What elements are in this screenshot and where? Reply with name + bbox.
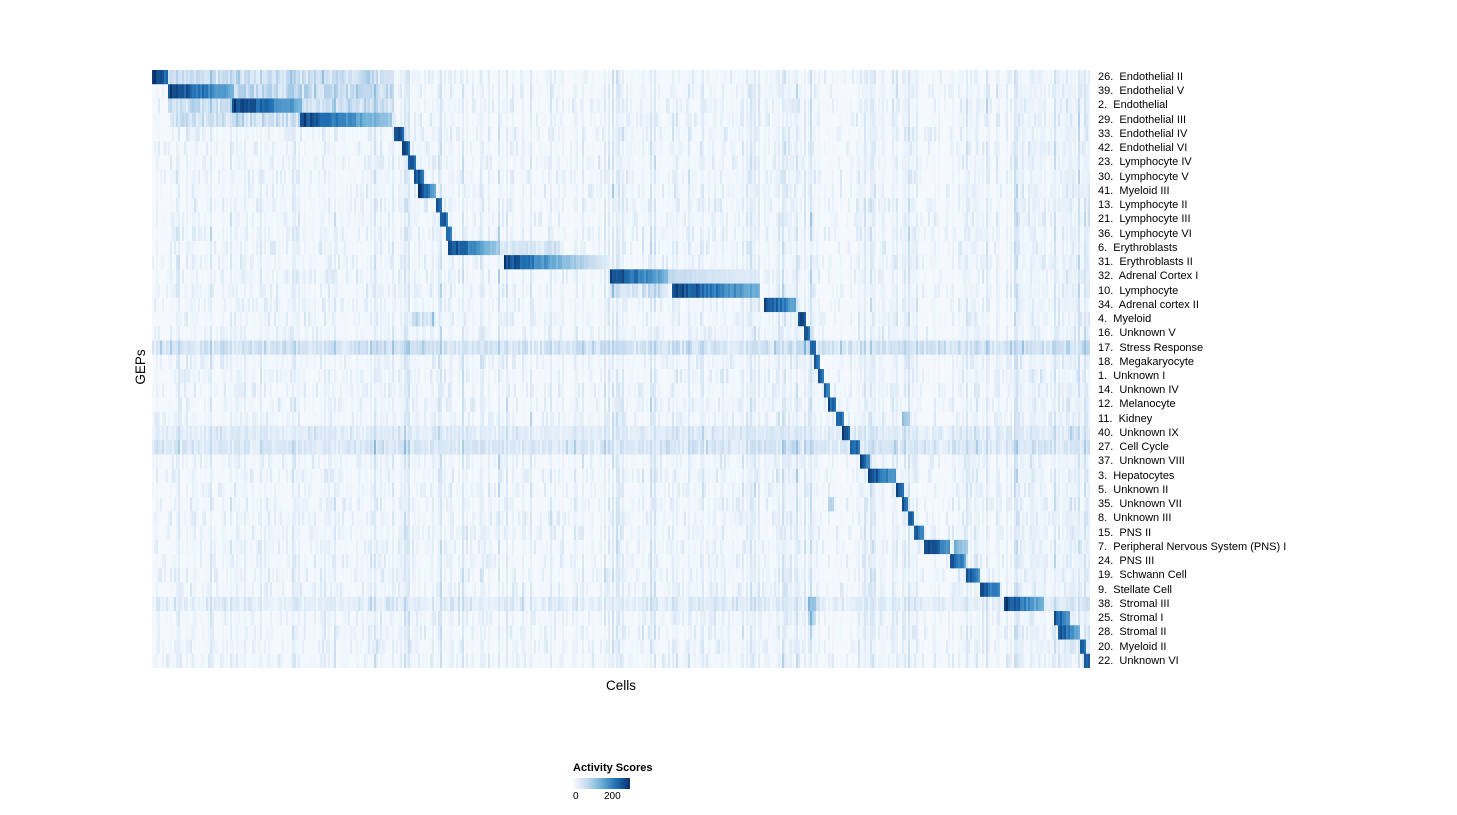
gep-row-label: 13. Lymphocyte II	[1098, 199, 1188, 212]
gep-row-label: 3. Hepatocytes	[1098, 469, 1175, 482]
gep-row-label: 23. Lymphocyte IV	[1098, 156, 1192, 169]
gep-row-label: 10. Lymphocyte	[1098, 284, 1179, 297]
y-axis-label: GEPs	[133, 349, 148, 385]
x-axis-label: Cells	[605, 678, 636, 693]
gep-row-label: 7. Peripheral Nervous System (PNS) I	[1098, 540, 1287, 553]
gep-row-label: 12. Melanocyte	[1098, 398, 1176, 411]
gep-row-label: 21. Lymphocyte III	[1098, 213, 1191, 226]
gep-row-label: 14. Unknown IV	[1098, 384, 1179, 397]
legend-gradient-bar	[573, 778, 630, 789]
gep-row-label: 30. Lymphocyte V	[1098, 170, 1189, 183]
gep-row-label: 9. Stellate Cell	[1098, 583, 1172, 596]
gep-row-label: 4. Myeloid	[1098, 313, 1152, 326]
gep-row-label: 5. Unknown II	[1098, 483, 1169, 496]
gep-row-label: 35. Unknown VII	[1098, 498, 1182, 511]
gep-row-label: 19. Schwann Cell	[1098, 569, 1187, 582]
gep-row-label: 41. Myeloid III	[1098, 184, 1170, 197]
gep-row-label: 15. PNS II	[1098, 526, 1152, 539]
gep-row-label: 18. Megakaryocyte	[1098, 355, 1194, 368]
gep-row-label: 11. Kidney	[1098, 412, 1153, 425]
gep-row-label: 29. Endothelial III	[1098, 113, 1187, 126]
gep-row-label: 32. Adrenal Cortex I	[1098, 270, 1199, 283]
legend-ticks: 0 200	[573, 791, 713, 803]
gep-row-label: 6. Erythroblasts	[1098, 241, 1178, 254]
gep-row-label: 16. Unknown V	[1098, 327, 1176, 340]
gep-row-label: 8. Unknown III	[1098, 512, 1172, 525]
gep-row-label: 2. Endothelial	[1098, 99, 1168, 112]
gep-row-label: 22. Unknown VI	[1098, 654, 1179, 667]
gep-row-label: 26. Endothelial II	[1098, 71, 1184, 83]
gep-row-label: 38. Stromal III	[1098, 597, 1170, 610]
gep-row-label: 17. Stress Response	[1098, 341, 1204, 354]
gep-row-label: 20. Myeloid II	[1098, 640, 1167, 653]
gep-row-label: 24. PNS III	[1098, 555, 1155, 568]
gep-row-label: 25. Stromal I	[1098, 612, 1164, 625]
gep-row-label: 36. Lymphocyte VI	[1098, 227, 1192, 240]
gep-row-label: 31. Erythroblasts II	[1098, 256, 1193, 269]
legend-title: Activity Scores	[573, 762, 653, 774]
gep-row-label: 28. Stromal II	[1098, 626, 1167, 639]
heatmap-canvas	[152, 70, 1090, 668]
legend-tick-max: 200	[604, 791, 621, 802]
gep-row-label: 33. Endothelial IV	[1098, 127, 1188, 140]
gep-row-label: 39. Endothelial V	[1098, 85, 1185, 98]
gep-row-label: 40. Unknown IX	[1098, 426, 1179, 439]
row-labels: 26. Endothelial II 39. Endothelial V 2. En…	[1098, 70, 1457, 668]
legend: Activity Scores 0 200	[573, 762, 713, 803]
gep-row-label: 42. Endothelial VI	[1098, 142, 1188, 155]
legend-tick-min: 0	[573, 791, 579, 802]
gep-row-label: 34. Adrenal cortex II	[1098, 298, 1199, 311]
gep-row-label: 1. Unknown I	[1098, 370, 1166, 382]
gep-row-label: 27. Cell Cycle	[1098, 441, 1169, 454]
gep-row-label: 37. Unknown VIII	[1098, 455, 1185, 468]
